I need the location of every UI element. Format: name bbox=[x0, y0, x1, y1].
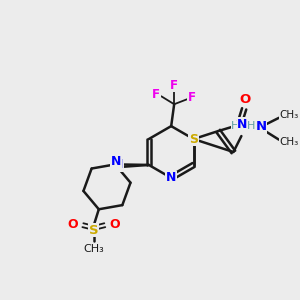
Text: F: F bbox=[188, 91, 196, 104]
Text: H: H bbox=[247, 121, 256, 131]
Text: O: O bbox=[239, 93, 251, 106]
Text: N: N bbox=[111, 155, 121, 168]
Text: N: N bbox=[256, 120, 267, 133]
Text: S: S bbox=[189, 133, 198, 146]
Text: F: F bbox=[170, 79, 178, 92]
Text: N: N bbox=[237, 118, 248, 130]
Text: S: S bbox=[89, 224, 99, 237]
Text: O: O bbox=[68, 218, 78, 231]
Text: F: F bbox=[152, 88, 160, 101]
Text: CH₃: CH₃ bbox=[279, 110, 298, 120]
Text: O: O bbox=[110, 218, 120, 231]
Text: H: H bbox=[231, 121, 240, 131]
Text: N: N bbox=[113, 158, 123, 171]
Text: N: N bbox=[166, 171, 176, 184]
Text: CH₃: CH₃ bbox=[279, 137, 298, 147]
Text: CH₃: CH₃ bbox=[83, 244, 104, 254]
